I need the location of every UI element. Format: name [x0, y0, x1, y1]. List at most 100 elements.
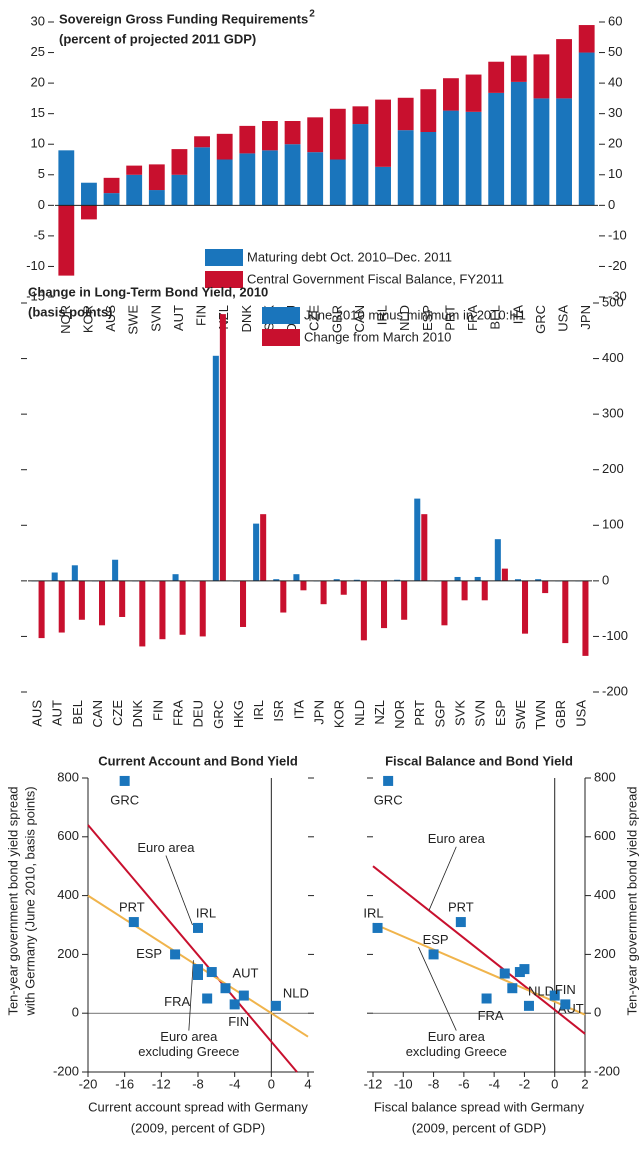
bar [443, 78, 459, 111]
bar [562, 580, 569, 644]
bar [352, 106, 369, 125]
bar [375, 99, 391, 167]
x-tick-label: PRT [442, 305, 457, 331]
y2-tick-label: -20 [608, 258, 627, 273]
point [220, 983, 231, 994]
point [193, 969, 203, 980]
y-tick-label: 25 [31, 44, 45, 59]
line-label-box: Euro area [137, 839, 195, 855]
bar [533, 54, 550, 99]
y-tick-label: -5 [33, 227, 45, 242]
y-axis-label: Ten-year government bond yield spread [624, 786, 639, 1015]
point-label: NLD [283, 985, 309, 1000]
y-tick-label: 300 [602, 406, 624, 421]
bar [260, 514, 267, 581]
bar [461, 580, 468, 601]
bar [401, 580, 408, 620]
bar [474, 576, 481, 581]
bar [375, 166, 391, 206]
x-tick-label: FIN [194, 305, 209, 326]
bar [329, 108, 346, 160]
point [128, 917, 139, 928]
y-tick-label: 10 [31, 136, 45, 151]
x-tick-label: SVK [453, 700, 468, 726]
bar [216, 159, 233, 206]
x-tick-label: -2 [519, 1076, 531, 1091]
x-axis-label: Fiscal balance spread with Germany [374, 1099, 585, 1114]
y-tick-label: 800 [594, 769, 616, 784]
y-tick-label: 15 [31, 105, 45, 120]
y-tick-label: 400 [594, 887, 616, 902]
line-label-box: Euro area [428, 831, 485, 846]
bar [126, 165, 143, 175]
x-tick-label: ITA [291, 700, 306, 720]
bar [307, 117, 324, 153]
x-tick-label: -8 [192, 1076, 204, 1091]
x-tick-label: SVN [148, 305, 163, 332]
bar [556, 98, 572, 206]
y2-tick-label: 50 [608, 44, 622, 59]
chart-title: Change in Long-Term Bond Yield, 2010 [28, 284, 268, 299]
x-tick-label: ESP [493, 700, 508, 726]
point [238, 990, 249, 1001]
y-tick-label: 0 [38, 197, 45, 212]
y-tick-label: 100 [602, 517, 624, 532]
x-tick-label: AUT [171, 305, 186, 331]
bar [394, 579, 401, 581]
x-axis-label: Current account spread with Germany [88, 1099, 308, 1114]
y2-tick-label: -10 [608, 227, 627, 242]
point [499, 968, 510, 979]
bar [148, 164, 165, 191]
point [507, 983, 518, 994]
point-label: AUT [233, 966, 259, 981]
y-tick-label: 800 [57, 769, 79, 784]
bar [212, 355, 219, 581]
line-label: Euro area [137, 839, 195, 855]
legend-label: Change from March 2010 [304, 329, 451, 344]
x-tick-label: 4 [304, 1076, 311, 1091]
bar [454, 576, 461, 581]
point [372, 922, 383, 933]
x-axis-label: (2009, percent of GDP) [131, 1120, 265, 1135]
bar [194, 147, 210, 206]
bar [481, 580, 488, 601]
leader-line [188, 960, 194, 1031]
x-tick-label: -12 [364, 1076, 383, 1091]
bar [284, 144, 301, 206]
bar [300, 580, 307, 591]
point-label: ESP [136, 946, 162, 961]
point-label: NLD [528, 983, 554, 998]
x-tick-label: -4 [229, 1076, 241, 1091]
bar [58, 580, 65, 633]
bar [172, 574, 179, 581]
bar [216, 133, 233, 160]
x-tick-label: -4 [488, 1076, 500, 1091]
bar [284, 121, 301, 145]
x-tick-label: -16 [115, 1076, 134, 1091]
bar [171, 174, 188, 206]
y-tick-label: 0 [602, 572, 609, 587]
bar [522, 580, 529, 634]
legend-swatch [205, 249, 243, 266]
bar [103, 193, 120, 206]
bar [578, 52, 595, 206]
chart-title: Fiscal Balance and Bond Yield [385, 753, 573, 768]
y-tick-label: -200 [602, 683, 628, 698]
x-tick-label: ISR [271, 700, 286, 722]
x-tick-label: NOR [58, 305, 73, 334]
line-label-box: Euro area excluding Greece [138, 1029, 239, 1059]
x-tick-label: -12 [152, 1076, 171, 1091]
bar [421, 514, 428, 581]
line-label: Euro area excluding Greece [405, 1028, 507, 1059]
point-label: FRA [478, 1008, 504, 1023]
y-tick-label: 500 [602, 294, 624, 309]
leader-line [428, 846, 457, 911]
bar [514, 579, 521, 581]
fit-line [372, 865, 586, 1035]
bar [441, 580, 448, 626]
point [383, 775, 394, 786]
bar [307, 152, 324, 206]
x-tick-label: 2 [581, 1076, 588, 1091]
x-tick-label: SVN [473, 700, 488, 727]
